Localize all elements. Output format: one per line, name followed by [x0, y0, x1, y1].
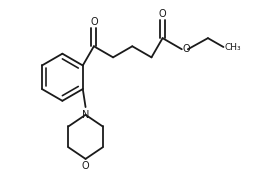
Text: O: O	[183, 44, 190, 54]
Text: N: N	[82, 110, 89, 120]
Text: CH₃: CH₃	[225, 43, 241, 51]
Text: O: O	[159, 9, 166, 19]
Text: O: O	[82, 161, 89, 171]
Text: O: O	[90, 17, 98, 27]
